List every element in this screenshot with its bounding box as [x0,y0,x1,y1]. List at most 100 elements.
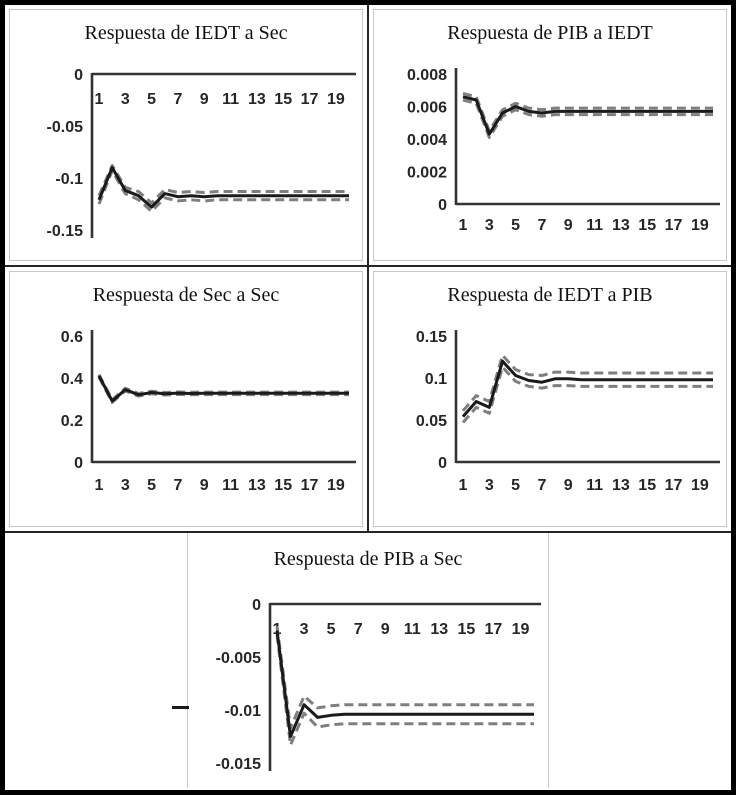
x-tick-label: 7 [537,477,546,494]
lower-band-line [462,98,713,139]
row-top: Respuesta de IEDT a Sec 0 -0.05 -0.1 -0.15 1… [5,5,731,267]
cell-mid-left: Respuesta de Sec a Sec 0.6 0.4 0.2 0 1 3 5 7 9 11… [5,267,369,531]
x-tick-label: 19 [512,621,530,638]
y-tick-label: 0 [438,197,447,214]
x-tick-label: 3 [484,477,493,494]
y-tick-label: -0.01 [225,703,262,720]
x-tick-label: 11 [222,477,239,494]
x-tick-label: 7 [173,91,182,108]
lower-band-line [97,169,349,213]
x-tick-label: 17 [300,91,318,108]
x-tick-label: 13 [611,477,629,494]
x-tick-label: 17 [664,477,682,494]
y-tick-label: 0.2 [60,413,82,430]
x-tick-label: 3 [484,217,493,234]
line-chart-canvas: 0.60.40.201 3 5 7 9 11 13 15 17 19 [60,329,356,494]
x-tick-label: 17 [485,621,503,638]
x-tick-label: 17 [300,477,318,494]
x-tick-label: 17 [664,217,682,234]
x-tick-label: 11 [586,477,603,494]
cell-top-right: Respuesta de PIB a IEDT 0.008 0.006 0.004 0… [369,5,731,265]
y-tick-label: 0.004 [406,132,446,149]
row-middle: Respuesta de Sec a Sec 0.6 0.4 0.2 0 1 3 5 7 9 11… [5,267,731,533]
chart-panel-respuesta-sec-a-sec: Respuesta de Sec a Sec 0.6 0.4 0.2 0 1 3 5 7 9 11… [9,271,363,527]
x-tick-label: 7 [173,477,182,494]
x-tick-label: 3 [120,91,129,108]
y-tick-label: 0.006 [406,100,446,117]
x-tick-label: 9 [199,91,208,108]
x-tick-label: 15 [638,477,656,494]
x-tick-label: 11 [404,621,421,638]
cell-mid-right: Respuesta de IEDT a PIB 0.15 0.1 0.05 0 1 3 5 7… [369,267,731,531]
x-tick-label: 19 [690,217,708,234]
chart-panel-respuesta-iedt-a-sec: Respuesta de IEDT a Sec 0 -0.05 -0.1 -0.15 1… [9,9,363,261]
x-tick-label: 15 [457,621,475,638]
chart-title: Respuesta de Sec a Sec [92,284,280,306]
chart-title: Respuesta de IEDT a Sec [84,22,288,44]
x-tick-label: 9 [199,477,208,494]
chart-panel-respuesta-pib-a-sec: Respuesta de PIB a Sec 0 -0.005 -0.01 -0.01… [188,533,548,788]
response-line [461,359,713,418]
x-tick-label: 13 [611,217,629,234]
upper-band-line [462,92,713,133]
x-tick-label: 9 [563,477,572,494]
y-tick-label: 0.002 [406,165,446,182]
cell-top-left: Respuesta de IEDT a Sec 0 -0.05 -0.1 -0.15 1… [5,5,369,265]
x-tick-label: 3 [120,477,129,494]
x-tick-label: 9 [563,217,572,234]
y-tick-label: -0.015 [216,756,261,773]
y-tick-label: 0.4 [60,371,82,388]
chart-title: Respuesta de PIB a IEDT [447,22,653,44]
x-tick-label: 3 [300,621,309,638]
x-tick-label: 13 [247,91,265,108]
x-tick-label: 11 [586,217,603,234]
y-tick-label: 0.1 [424,371,446,388]
y-tick-label: 0 [74,67,83,84]
x-tick-label: 5 [327,621,336,638]
row-bottom: Respuesta de PIB a Sec 0 -0.005 -0.01 -0.01… [5,533,731,788]
bottom-left-spacer [5,533,188,788]
y-tick-label: 0 [252,597,261,614]
response-line [275,630,534,738]
lower-band-line [461,365,713,424]
x-tick-label: 7 [354,621,363,638]
upper-band-line [97,164,349,205]
x-tick-label: 5 [147,91,156,108]
x-tick-label: 15 [638,217,656,234]
lower-band-line [97,376,349,404]
x-tick-label: 11 [222,91,239,108]
x-tick-label: 1 [94,91,103,108]
x-tick-label: 5 [147,477,156,494]
cell-bottom-center: Respuesta de PIB a Sec 0 -0.005 -0.01 -0.01… [188,533,549,788]
x-tick-label: 9 [381,621,390,638]
line-chart-canvas: 0-0.05-0.1-0.151 3 5 7 9 11 13 15 17 19 [46,67,356,240]
y-tick-label: 0.008 [406,67,446,84]
x-tick-label: 1 [458,217,467,234]
x-tick-label: 19 [690,477,708,494]
upper-band-line [461,353,713,412]
x-tick-label: 13 [430,621,448,638]
lower-band-line [275,634,534,747]
y-tick-label: 0.05 [415,413,446,430]
y-tick-label: 0 [74,455,83,472]
chart-title: Respuesta de PIB a Sec [273,548,463,570]
chart-title: Respuesta de IEDT a PIB [447,284,653,306]
x-tick-label: 19 [326,91,344,108]
response-line [97,166,349,209]
response-line [462,95,713,136]
upper-band-line [275,626,534,730]
stray-dash-mark [172,706,189,709]
y-tick-label: 0.15 [415,329,446,346]
x-tick-label: 15 [274,477,292,494]
bottom-right-spacer [549,533,731,788]
x-tick-label: 5 [511,477,520,494]
response-line [97,375,349,403]
y-tick-label: -0.05 [46,119,83,136]
y-tick-label: -0.005 [216,650,261,667]
x-tick-label: 13 [247,477,265,494]
y-tick-label: -0.1 [55,171,83,188]
